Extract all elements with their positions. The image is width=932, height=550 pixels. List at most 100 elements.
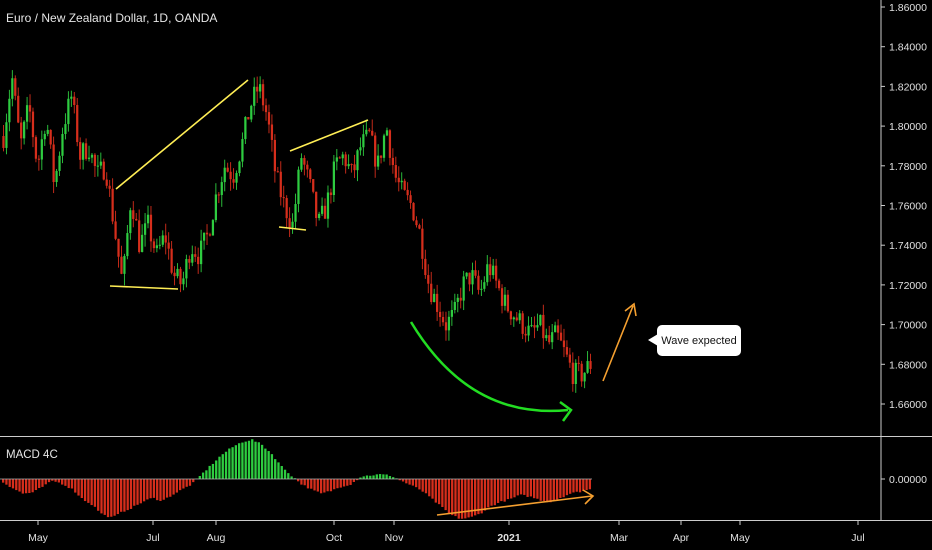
macd-bar <box>493 479 496 506</box>
macd-bar <box>467 479 470 518</box>
candle-body <box>309 169 312 180</box>
candle-body <box>527 325 530 336</box>
macd-bar <box>179 479 182 491</box>
candle-body <box>468 272 471 285</box>
candle-body <box>123 256 126 274</box>
candle-body <box>37 158 40 160</box>
candle-body <box>524 333 527 336</box>
candle-body <box>297 169 300 205</box>
candle-body <box>474 270 477 276</box>
macd-bar <box>120 479 123 512</box>
candle-body <box>117 238 120 257</box>
candle-body <box>111 188 114 222</box>
macd-bar <box>362 476 365 479</box>
macd-bar <box>123 479 126 512</box>
candle-body <box>450 310 453 317</box>
time-tick-label: Nov <box>385 532 404 544</box>
candle-body <box>223 167 226 183</box>
time-tick-label: May <box>28 532 49 544</box>
candle-body <box>492 265 495 276</box>
price-tick-label: 1.68000 <box>889 359 927 371</box>
candle-body <box>397 177 400 183</box>
macd-bar <box>460 479 464 519</box>
candle-body <box>583 372 586 382</box>
macd-bar <box>339 479 342 488</box>
macd-bar <box>297 479 300 482</box>
macd-bar <box>464 479 467 519</box>
macd-bar <box>251 439 254 479</box>
candle-body <box>73 96 76 106</box>
candle-body <box>2 136 5 148</box>
candle-body <box>335 157 338 162</box>
macd-bar <box>572 479 575 493</box>
candle-body <box>444 322 448 331</box>
candle-body <box>250 105 253 120</box>
macd-bar <box>431 479 434 499</box>
candle-body <box>341 154 344 159</box>
candle-body <box>400 180 403 183</box>
candle-body <box>329 192 333 196</box>
candle-body <box>509 311 512 320</box>
macd-bar <box>182 479 185 489</box>
candle-body <box>194 254 197 257</box>
macd-bar <box>562 479 565 498</box>
candle-body <box>285 198 288 219</box>
candle-body <box>326 192 330 219</box>
macd-bar <box>8 479 11 487</box>
candle-body <box>356 150 359 171</box>
time-tick-label: May <box>730 532 751 544</box>
candle-body <box>441 317 445 323</box>
macd-bar <box>247 440 251 479</box>
macd-bar <box>221 454 224 479</box>
time-tick-label: Oct <box>326 532 342 544</box>
green-arrowhead <box>559 400 573 422</box>
candle-body <box>303 158 306 165</box>
candle-body <box>158 244 161 246</box>
macd-bar <box>500 479 503 502</box>
candle-body <box>211 220 215 236</box>
macd-bar <box>411 479 415 486</box>
macd-bar <box>188 479 192 486</box>
candle-body <box>82 143 85 160</box>
macd-bar <box>378 474 382 479</box>
macd-bar <box>100 479 103 514</box>
macd-bar <box>382 474 385 479</box>
macd-bar <box>113 479 116 516</box>
macd-bar <box>93 479 97 507</box>
green-curve-arrow <box>409 321 569 413</box>
candle-body <box>5 122 8 148</box>
macd-bar <box>542 479 546 501</box>
candle-body <box>554 325 557 333</box>
macd-bar <box>398 479 401 481</box>
candle-body <box>99 161 102 166</box>
candle-body <box>96 165 99 167</box>
candle-body <box>436 293 439 312</box>
candle-body <box>574 362 577 385</box>
wave-expected-callout[interactable]: Wave expected <box>648 325 741 356</box>
macd-bar <box>15 479 18 491</box>
candle-body <box>25 105 29 122</box>
candle-body <box>465 272 468 277</box>
candle-body <box>143 223 147 235</box>
macd-bar <box>444 479 447 511</box>
macd-bar <box>165 479 169 498</box>
macd-bar <box>74 479 77 493</box>
macd-bar <box>208 465 211 479</box>
candle-body <box>108 185 111 189</box>
macd-bar <box>559 479 562 498</box>
candle-body <box>93 154 97 167</box>
macd-bar <box>519 479 523 495</box>
macd-bar <box>218 456 221 479</box>
macd-bar <box>129 479 133 509</box>
macd-bar <box>326 479 329 492</box>
candle-body <box>495 265 498 281</box>
candle-body <box>264 105 268 113</box>
candle-body <box>571 362 574 385</box>
candle-body <box>344 154 347 167</box>
candle-body <box>52 144 55 183</box>
price-tick-label: 1.76000 <box>889 201 927 213</box>
macd-bar <box>260 444 264 479</box>
macd-bar <box>336 479 339 489</box>
price-tick-label: 1.74000 <box>889 240 927 252</box>
